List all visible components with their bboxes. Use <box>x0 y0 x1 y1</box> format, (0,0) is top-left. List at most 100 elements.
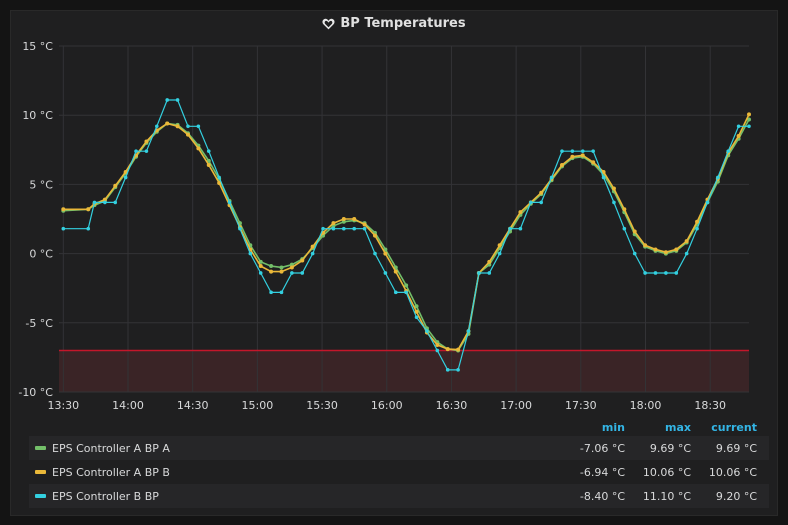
legend-current-value: 9.20 °C <box>715 489 757 503</box>
data-point <box>456 368 460 372</box>
legend-max-value: 10.06 °C <box>642 465 691 479</box>
data-point <box>217 181 222 186</box>
data-point <box>269 290 273 295</box>
data-point <box>134 149 138 153</box>
data-point <box>601 175 606 180</box>
data-point <box>508 226 512 231</box>
data-point <box>549 175 554 180</box>
legend-header: min max current <box>29 418 769 436</box>
data-point <box>684 251 689 256</box>
data-point <box>580 149 585 153</box>
y-tick-label: 5 °C <box>29 178 53 191</box>
data-point <box>404 283 409 288</box>
temperature-chart[interactable]: 15 °C 10 °C 5 °C 0 °C -5 °C -10 °C13:30 14:00 1… <box>11 11 779 411</box>
data-point <box>217 175 221 180</box>
data-point <box>362 226 367 231</box>
data-point <box>144 149 149 153</box>
data-point <box>726 149 731 153</box>
legend-header-min[interactable]: min <box>601 420 625 434</box>
data-point <box>331 226 336 231</box>
legend-series-name[interactable]: EPS Controller A BP A <box>52 441 170 455</box>
data-point <box>352 226 357 231</box>
data-point <box>123 175 128 180</box>
legend-header-max[interactable]: max <box>665 420 691 434</box>
data-point <box>185 132 190 137</box>
x-tick-label: 16:30 <box>436 399 468 411</box>
y-tick-label: 15 °C <box>22 40 53 53</box>
data-point <box>113 183 118 188</box>
data-point <box>61 207 66 212</box>
legend-swatch[interactable] <box>35 494 46 498</box>
data-point <box>155 124 159 129</box>
data-point <box>539 190 544 195</box>
legend-max-value: 9.69 °C <box>649 441 691 455</box>
data-point <box>518 226 523 231</box>
data-point <box>414 309 419 314</box>
data-point <box>611 186 616 191</box>
data-point <box>570 154 575 159</box>
data-point <box>591 149 595 153</box>
data-point <box>601 169 606 174</box>
data-point <box>674 247 679 252</box>
data-point <box>747 124 751 129</box>
data-point <box>92 200 97 205</box>
y-tick-label: -10 °C <box>18 386 53 399</box>
x-tick-label: 14:00 <box>112 399 144 411</box>
data-point <box>684 239 689 244</box>
data-point <box>227 200 232 205</box>
data-point <box>196 124 201 129</box>
data-point <box>300 258 305 263</box>
data-point <box>622 207 627 212</box>
legend-row[interactable]: EPS Controller A BP B -6.94 °C 10.06 °C 10.… <box>29 460 769 484</box>
legend-row[interactable]: EPS Controller A BP A -7.06 °C 9.69 °C 9.69… <box>29 436 769 460</box>
legend-row[interactable]: EPS Controller B BP -8.40 °C 11.10 °C 9.20 … <box>29 484 769 508</box>
data-point <box>289 262 294 267</box>
data-point <box>383 251 388 256</box>
data-point <box>279 269 284 274</box>
data-point <box>643 243 648 248</box>
data-point <box>497 251 502 256</box>
data-point <box>123 169 128 174</box>
data-point <box>341 219 346 224</box>
data-point <box>144 139 149 144</box>
data-point <box>497 243 502 248</box>
graph-panel: BP Temperatures 15 °C 10 °C 5 °C 0 °C -5 °C -… <box>10 10 778 516</box>
data-point <box>86 207 91 212</box>
data-point <box>643 271 647 275</box>
data-point <box>559 163 564 168</box>
data-point <box>393 269 398 274</box>
legend-min-value: -7.06 °C <box>579 441 625 455</box>
data-point <box>372 233 377 238</box>
legend-swatch[interactable] <box>35 446 46 450</box>
data-point <box>539 200 544 205</box>
data-point <box>518 210 523 215</box>
data-point <box>612 200 616 205</box>
data-point <box>736 133 741 138</box>
data-point <box>258 264 263 269</box>
data-point <box>622 226 627 231</box>
data-point <box>664 271 668 275</box>
data-point <box>186 124 190 129</box>
legend-header-current[interactable]: current <box>711 420 757 434</box>
data-point <box>269 264 274 269</box>
legend-series-name[interactable]: EPS Controller A BP B <box>52 465 170 479</box>
x-tick-label: 18:30 <box>694 399 726 411</box>
data-point <box>102 197 107 202</box>
legend-series-name[interactable]: EPS Controller B BP <box>52 489 159 503</box>
data-point <box>404 290 408 295</box>
data-point <box>103 200 107 205</box>
x-tick-label: 17:30 <box>565 399 597 411</box>
legend-current-value: 10.06 °C <box>708 465 757 479</box>
x-tick-label: 13:30 <box>47 399 79 411</box>
data-point <box>414 315 419 320</box>
data-point <box>747 112 751 117</box>
legend-swatch[interactable] <box>35 470 46 474</box>
data-point <box>487 271 492 275</box>
panel-title[interactable]: BP Temperatures <box>11 16 777 31</box>
data-point <box>663 250 668 255</box>
data-point <box>290 271 294 275</box>
data-point <box>165 98 170 102</box>
data-point <box>477 271 481 275</box>
legend-table: min max current EPS Controller A BP A -7.… <box>29 418 769 508</box>
data-point <box>310 251 315 256</box>
